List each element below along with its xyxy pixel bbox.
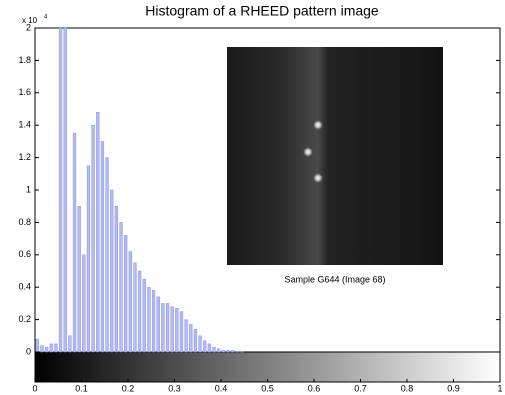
bar	[41, 346, 44, 352]
inset-caption: Sample G644 (Image 68)	[284, 274, 385, 284]
bright-spot	[313, 173, 323, 183]
y-multiplier-exponent: 4	[44, 15, 48, 21]
y-tick-label: 1	[26, 184, 31, 194]
bar	[236, 351, 239, 352]
y-tick-label: 1.2	[18, 152, 31, 162]
bar	[199, 336, 202, 352]
y-tick-label: 0	[26, 346, 31, 356]
bar	[208, 344, 211, 352]
bar	[124, 235, 127, 352]
x-tick-label: 0.9	[447, 383, 460, 393]
bar	[87, 166, 90, 352]
y-tick-label: 1.4	[18, 120, 31, 130]
colorbar	[35, 352, 500, 382]
bar	[106, 158, 109, 352]
bar	[78, 206, 81, 352]
y-tick-label: 1.6	[18, 87, 31, 97]
y-tick-label: 0.4	[18, 282, 31, 292]
bar	[129, 252, 132, 352]
bar	[73, 133, 76, 352]
x-tick-label: 0.2	[122, 383, 135, 393]
chart-title: Histogram of a RHEED pattern image	[145, 3, 379, 19]
bar	[143, 279, 146, 352]
bar	[138, 271, 141, 352]
x-tick-label: 0.8	[401, 383, 414, 393]
bright-spot	[313, 120, 323, 130]
y-tick-label: 0.8	[18, 217, 31, 227]
x-tick-label: 0.4	[215, 383, 228, 393]
bar	[101, 141, 104, 352]
bar	[194, 329, 197, 352]
x-tick-label: 0	[32, 383, 37, 393]
bar	[241, 351, 244, 352]
bright-spot	[303, 147, 313, 157]
bar	[161, 303, 164, 352]
x-tick-label: 0.3	[168, 383, 181, 393]
bar	[185, 320, 188, 352]
bar	[148, 287, 151, 352]
x-tick-label: 0.1	[75, 383, 88, 393]
inset-image	[227, 47, 443, 265]
bar	[166, 303, 169, 352]
bar	[92, 125, 95, 352]
chart: Sample G644 (Image 68) Histogram of a RH…	[0, 0, 505, 395]
bar	[50, 344, 53, 352]
bar	[189, 324, 192, 352]
bar	[36, 339, 39, 352]
bar	[96, 112, 99, 352]
bar	[115, 206, 118, 352]
bar	[180, 312, 183, 353]
bar	[64, 28, 67, 352]
bar	[203, 341, 206, 352]
bar	[45, 347, 48, 352]
x-tick-label: 0.6	[308, 383, 321, 393]
bar	[55, 344, 58, 352]
y-tick-label: 2	[26, 22, 31, 32]
y-tick-label: 0.2	[18, 314, 31, 324]
bar	[175, 308, 178, 352]
bar	[231, 350, 234, 352]
bar	[68, 336, 71, 352]
bar	[120, 222, 123, 352]
bar	[134, 263, 137, 352]
bar	[110, 190, 113, 352]
bar	[213, 347, 216, 352]
bar	[59, 28, 62, 352]
x-tick-label: 1	[497, 383, 502, 393]
x-tick-label: 0.5	[261, 383, 274, 393]
bar	[82, 255, 85, 352]
y-tick-label: 1.8	[18, 55, 31, 65]
bar	[157, 297, 160, 352]
bar	[152, 290, 155, 352]
x-tick-label: 0.7	[354, 383, 367, 393]
bar	[217, 349, 220, 352]
y-tick-label: 0.6	[18, 249, 31, 259]
bar	[222, 350, 225, 352]
bar	[171, 307, 174, 352]
bar	[227, 350, 230, 352]
